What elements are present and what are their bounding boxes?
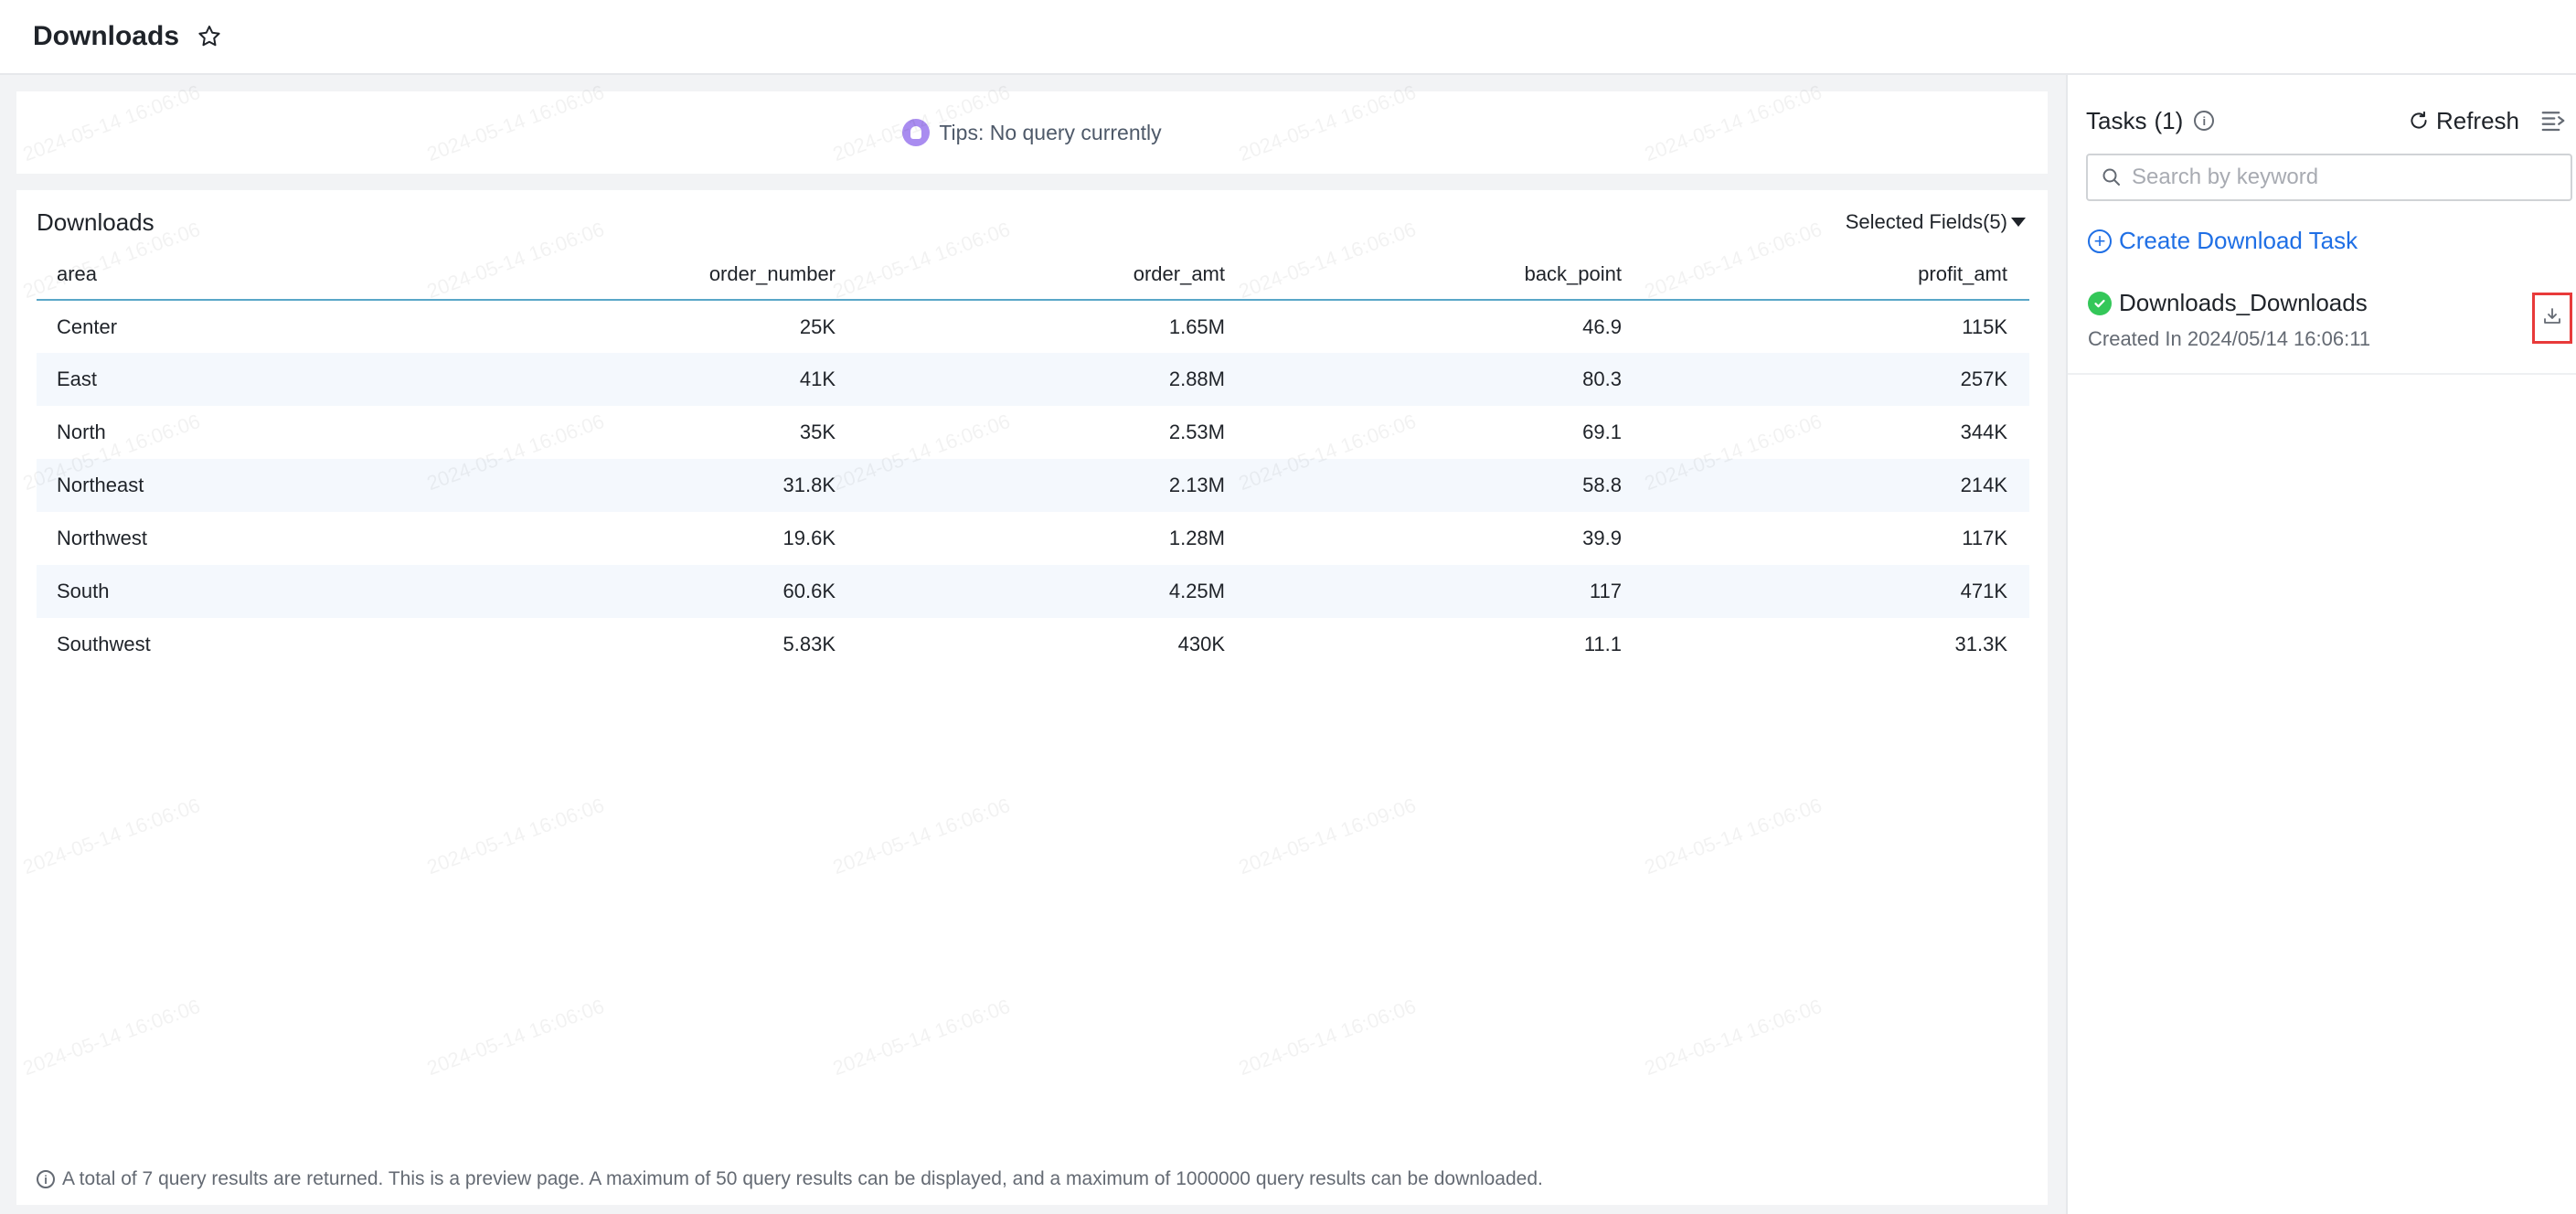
cell-order-number: 31.8K [400, 459, 857, 512]
search-icon [2101, 166, 2123, 188]
tasks-panel: Tasks (1) i Refresh + Create Download Ta… [2066, 75, 2576, 1214]
table-row: Northwest 19.6K 1.28M 39.9 117K [37, 512, 2029, 565]
refresh-label: Refresh [2435, 106, 2519, 134]
main-content: Tips: No query currently Downloads Selec… [0, 75, 2066, 1214]
cell-area: South [37, 565, 400, 618]
cell-back-point: 46.9 [1582, 314, 1622, 338]
download-icon [2541, 305, 2563, 332]
create-task-label: Create Download Task [2119, 227, 2358, 254]
cell-profit-amt: 115K [1962, 314, 2007, 338]
results-footer-note: i A total of 7 query results are returne… [37, 1168, 1543, 1190]
column-header-profit-amt[interactable]: profit_amt [1644, 249, 2029, 301]
table-row: East 41K 2.88M 80.3 257K [37, 353, 2029, 406]
selected-fields-label: Selected Fields(5) [1845, 210, 2007, 233]
cell-profit-amt: 117K [1962, 527, 2007, 549]
cell-order-amt: 2.13M [857, 459, 1247, 512]
table-row: North 35K 2.53M 69.1 344K [37, 406, 2029, 459]
cell-back-point: 69.1 [1582, 421, 1622, 443]
column-header-order-number[interactable]: order_number [400, 249, 857, 301]
refresh-icon [2407, 109, 2431, 133]
table-header-row: area order_number order_amt back_point p… [37, 249, 2029, 301]
create-download-task-button[interactable]: + Create Download Task [2088, 227, 2358, 255]
cell-order-amt: 1.65M [1168, 314, 1225, 338]
cell-area: North [57, 421, 106, 443]
cell-order-amt: 2.88M [857, 353, 1247, 406]
info-icon: i [37, 1170, 55, 1188]
footer-note-text: A total of 7 query results are returned.… [62, 1168, 1543, 1189]
cell-order-amt: 1.28M [1168, 527, 1225, 549]
task-created-date: Created In 2024/05/14 16:06:11 [2088, 327, 2371, 350]
column-header-area[interactable]: area [37, 249, 400, 301]
cell-profit-amt: 214K [1644, 459, 2029, 512]
cell-order-number: 19.6K [782, 527, 836, 549]
column-header-order-amt[interactable]: order_amt [857, 249, 1247, 301]
results-table: area order_number order_amt back_point p… [37, 249, 2029, 671]
star-icon[interactable] [196, 23, 223, 50]
cell-order-number: 5.83K [782, 633, 836, 655]
plus-circle-icon: + [2088, 229, 2112, 253]
cell-profit-amt: 257K [1644, 353, 2029, 406]
task-name-row: Downloads_Downloads [2088, 289, 2368, 317]
cell-order-amt: 2.53M [1168, 421, 1225, 443]
page-title: Downloads [33, 21, 180, 51]
table-row: South 60.6K 4.25M 117 471K [37, 565, 2029, 618]
cell-back-point: 80.3 [1247, 353, 1644, 406]
task-download-button[interactable] [2532, 293, 2572, 344]
tasks-title: Tasks [2086, 106, 2147, 134]
cell-area: Southwest [57, 633, 151, 655]
tips-text: Tips: No query currently [939, 120, 1162, 144]
cell-order-number: 41K [400, 353, 857, 406]
tasks-panel-header: Tasks (1) i Refresh [2086, 101, 2567, 141]
tips-banner: Tips: No query currently [16, 91, 2048, 174]
table-card-title: Downloads [37, 208, 154, 236]
info-icon[interactable]: i [2194, 111, 2215, 131]
cell-order-number: 25K [799, 314, 836, 338]
cell-area: Center [57, 314, 118, 338]
cell-area: East [37, 353, 400, 406]
search-input[interactable] [2132, 165, 2552, 190]
cell-order-amt: 430K [1177, 633, 1225, 655]
task-name: Downloads_Downloads [2119, 289, 2368, 316]
refresh-button[interactable]: Refresh [2407, 107, 2519, 135]
cell-profit-amt: 31.3K [1954, 633, 2008, 655]
selected-fields-dropdown[interactable]: Selected Fields(5) [1846, 210, 2026, 234]
task-list-item[interactable]: Downloads_Downloads Created In 2024/05/1… [2068, 274, 2576, 375]
table-row: Northeast 31.8K 2.13M 58.8 214K [37, 459, 2029, 512]
cell-area: Northeast [37, 459, 400, 512]
check-circle-icon [2088, 291, 2112, 315]
table-row: Center 25K 1.65M 46.9 115K [37, 300, 2029, 353]
cell-area: Northwest [57, 527, 148, 549]
column-header-back-point[interactable]: back_point [1247, 249, 1644, 301]
search-box [2086, 154, 2572, 201]
table-row: Southwest 5.83K 430K 11.1 31.3K [37, 618, 2029, 671]
page-header: Downloads [0, 0, 2576, 75]
cell-profit-amt: 344K [1960, 421, 2007, 443]
cell-order-number: 35K [799, 421, 836, 443]
downloads-table-card: Downloads Selected Fields(5) area order_… [16, 190, 2048, 1205]
bulb-icon [902, 119, 931, 146]
cell-back-point: 58.8 [1247, 459, 1644, 512]
collapse-panel-icon[interactable] [2539, 107, 2567, 134]
cell-back-point: 117 [1247, 565, 1644, 618]
cell-profit-amt: 471K [1644, 565, 2029, 618]
cell-order-number: 60.6K [400, 565, 857, 618]
cell-back-point: 11.1 [1583, 633, 1622, 655]
caret-down-icon [2011, 218, 2026, 227]
cell-order-amt: 4.25M [857, 565, 1247, 618]
tasks-count: (1) [2154, 106, 2184, 134]
cell-back-point: 39.9 [1582, 527, 1622, 549]
